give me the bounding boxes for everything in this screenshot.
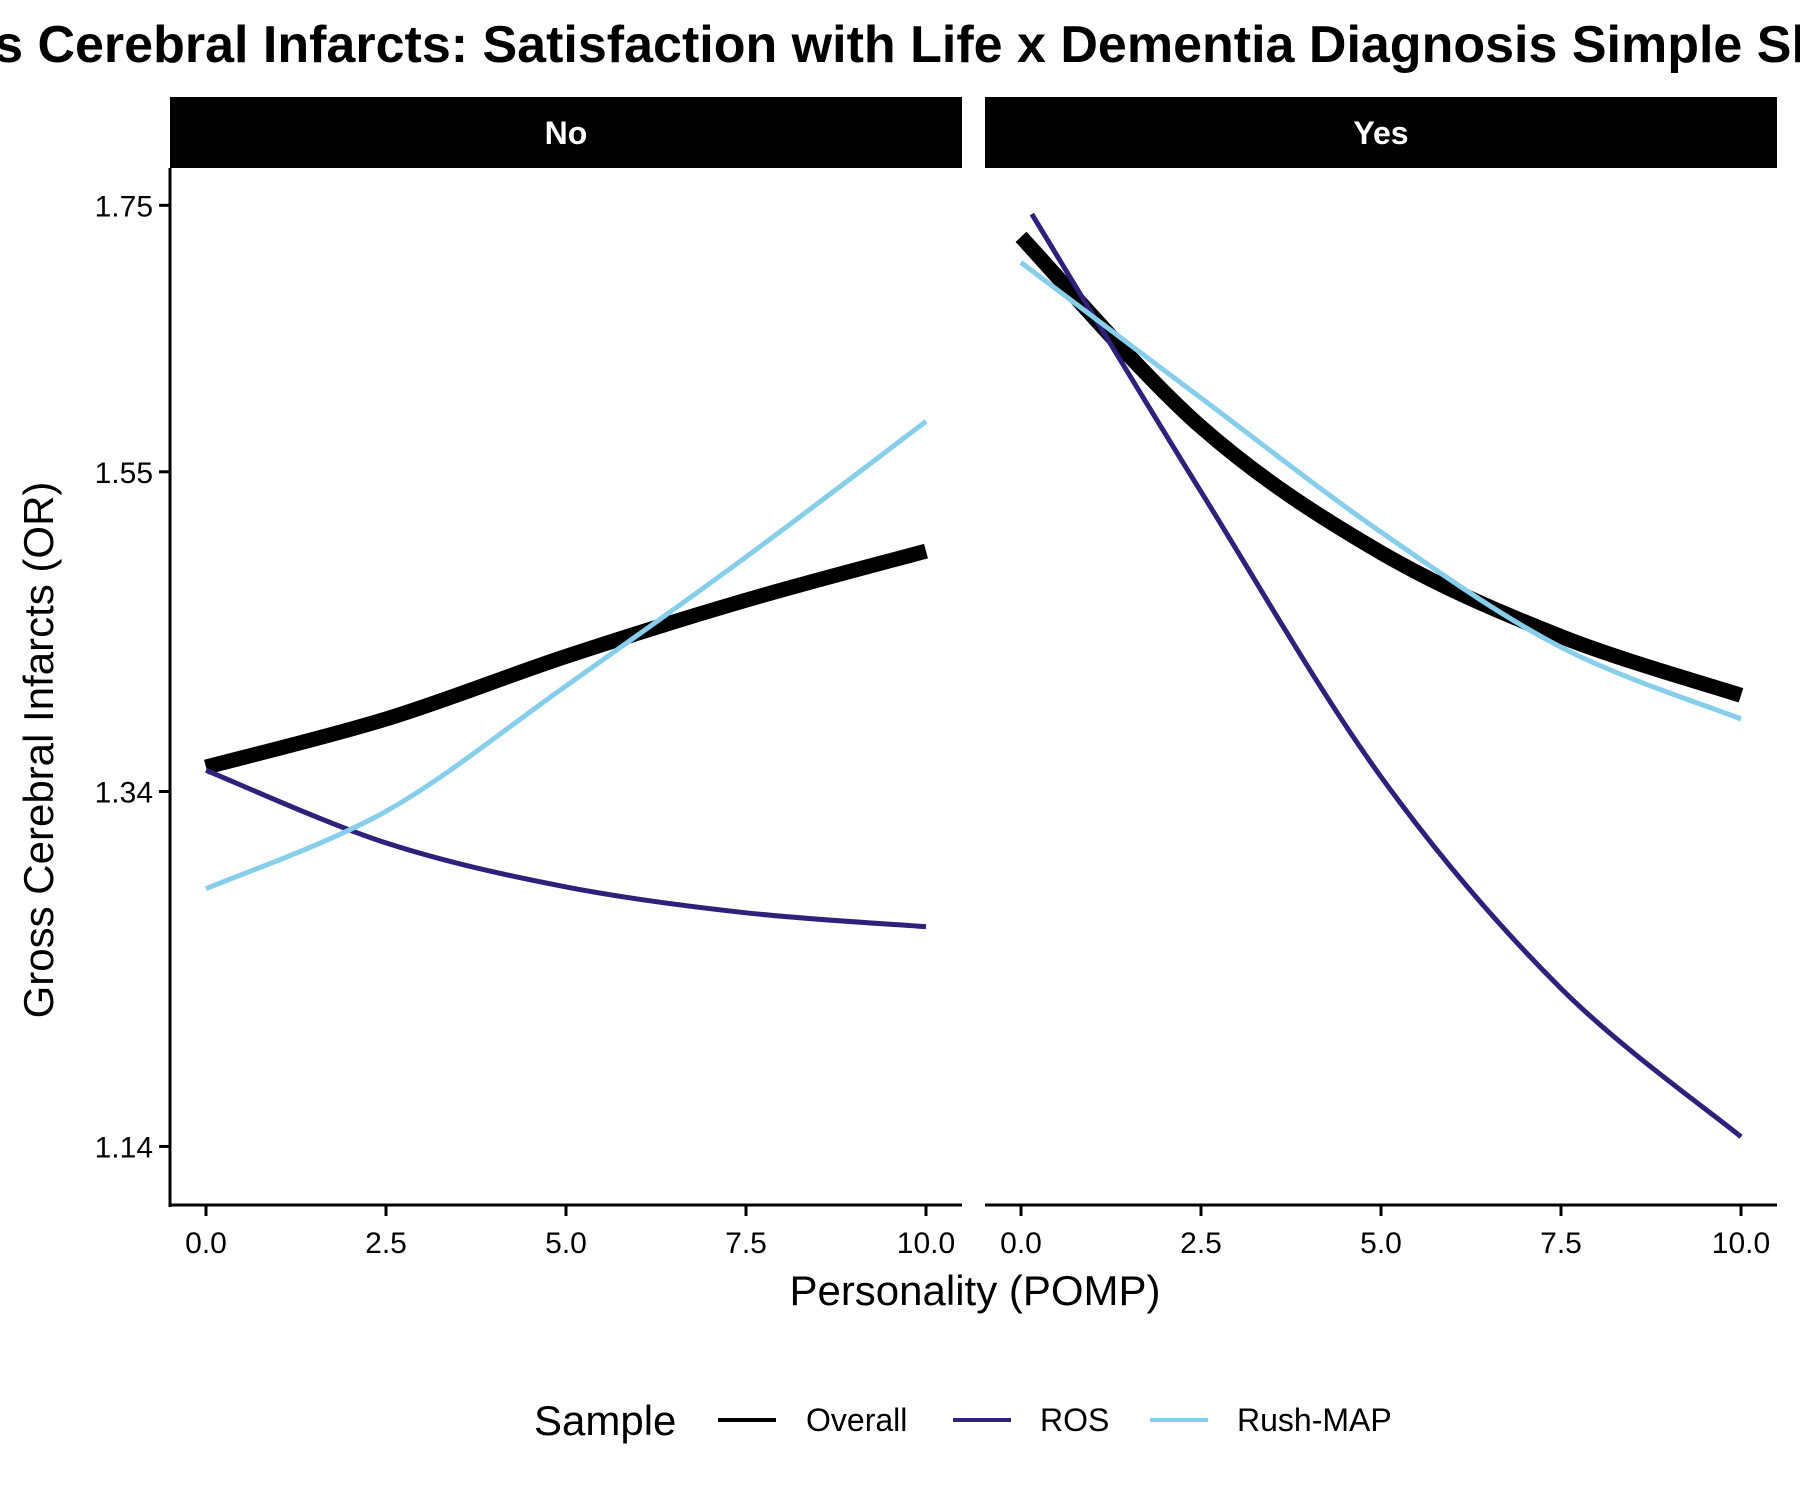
x-tick-label: 2.5 xyxy=(1180,1227,1222,1260)
legend-title: Sample xyxy=(534,1397,676,1444)
x-tick-label: 2.5 xyxy=(365,1227,407,1260)
series-line-rush-map-no xyxy=(205,419,928,891)
legend-label-overall: Overall xyxy=(806,1402,907,1438)
legend-label-rush-map: Rush-MAP xyxy=(1237,1402,1392,1438)
y-tick-label: 1.14 xyxy=(95,1131,153,1164)
x-tick-label: 7.5 xyxy=(1540,1227,1582,1260)
y-tick-label: 1.75 xyxy=(95,190,153,223)
facet-strip-no xyxy=(170,97,962,168)
panels-layer: No 1.14 1.34 1.55 1.75 0.0 2.5 5.0 7.5 10.0 Yes 0.0… xyxy=(95,97,1777,1260)
facet-strip-label: Yes xyxy=(1353,115,1408,151)
series-line-ros-no xyxy=(205,767,927,930)
x-tick-label: 7.5 xyxy=(725,1227,767,1260)
x-tick-label: 5.0 xyxy=(545,1227,587,1260)
x-tick-label: 0.0 xyxy=(185,1227,227,1260)
series-line-rush-map-yes xyxy=(1019,260,1742,722)
y-tick-label: 1.34 xyxy=(95,776,153,809)
chart-title: Gross Cerebral Infarcts: Satisfaction wi… xyxy=(0,16,1800,74)
x-tick-label: 5.0 xyxy=(1360,1227,1402,1260)
legend: Sample Overall ROS Rush-MAP xyxy=(534,1397,1392,1444)
legend-label-ros: ROS xyxy=(1040,1402,1109,1438)
facet-strip-label: No xyxy=(545,115,588,151)
x-tick-label: 0.0 xyxy=(1000,1227,1042,1260)
y-axis-title: Gross Cerebral Infarcts (OR) xyxy=(15,482,62,1019)
series-line-overall-no xyxy=(204,543,928,775)
y-tick-label: 1.55 xyxy=(95,457,153,490)
x-tick-label: 10.0 xyxy=(897,1227,955,1260)
x-tick-label: 10.0 xyxy=(1712,1227,1770,1260)
x-axis-title: Personality (POMP) xyxy=(789,1267,1160,1314)
series-line-overall-yes xyxy=(1015,231,1744,703)
series-line-ros-yes xyxy=(1029,212,1743,1139)
facet-strip-yes xyxy=(985,97,1777,168)
